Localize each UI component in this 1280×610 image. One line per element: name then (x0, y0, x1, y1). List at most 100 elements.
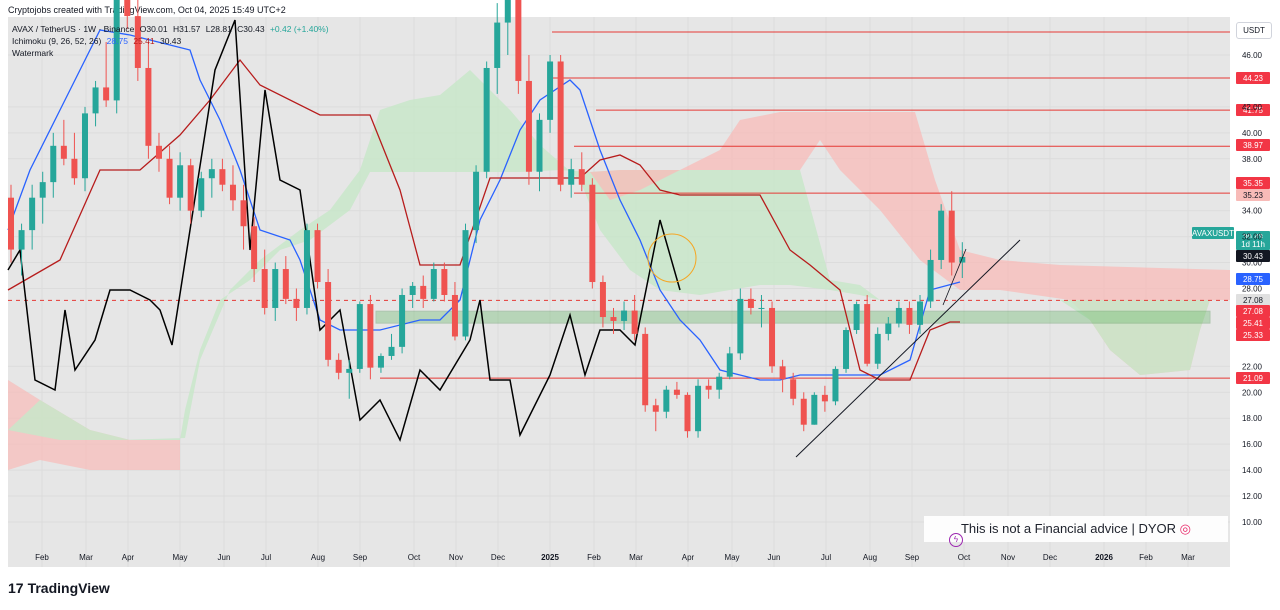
price-label-text: 25.41 (1243, 319, 1264, 328)
candle-body (103, 87, 110, 101)
price-label-bg (1236, 139, 1270, 151)
candle-body (578, 169, 585, 185)
y-tick-label: 20.00 (1242, 388, 1263, 397)
candle-body (917, 301, 924, 325)
cloud-bear-segment (590, 112, 1230, 375)
indicator-name: Ichimoku (9, 26, 52, 26) (12, 36, 102, 46)
x-tick-label: Nov (1001, 553, 1015, 562)
price-label-text: 27.08 (1243, 296, 1264, 305)
x-tick-label: Oct (958, 553, 971, 562)
price-label-bg (1236, 72, 1270, 84)
candle-body (568, 169, 575, 185)
candle-body (261, 269, 268, 308)
candle-body (325, 282, 332, 360)
candle-body (272, 269, 279, 308)
price-label-bg (1236, 372, 1270, 384)
price-label-bg (1236, 273, 1270, 285)
candle-body (124, 0, 131, 17)
price-label: 25.41 (1236, 317, 1270, 329)
candlesticks (8, 0, 966, 438)
x-tick-label: May (724, 553, 739, 562)
candle-body (441, 269, 448, 295)
candle-body (504, 0, 511, 23)
candle-body (790, 379, 797, 399)
candle-body (515, 0, 522, 81)
candle-body (155, 145, 162, 159)
candle-body (303, 230, 310, 308)
y-tick-label: 38.00 (1242, 155, 1263, 164)
price-label-text: AVAXUSDT (1192, 229, 1234, 238)
x-tick-label: Feb (587, 553, 601, 562)
target-icon: ◎ (1179, 521, 1192, 536)
horizontal-levels (8, 31, 1230, 379)
candle-body (356, 304, 363, 369)
y-tick-label: 12.00 (1242, 492, 1263, 501)
disclaimer-text: This is not a Financial advice | DYOR (960, 521, 1177, 536)
symbol-legend[interactable]: AVAX / TetherUS · 1W · Binance O30.01 H3… (12, 24, 332, 34)
candle-body (599, 282, 606, 318)
candle-body (219, 169, 226, 185)
y-tick-label: 42.00 (1242, 103, 1263, 112)
candle-body (92, 87, 99, 114)
y-tick-label: 34.00 (1242, 207, 1263, 216)
candle-body (800, 398, 807, 425)
watermark-legend[interactable]: Watermark (12, 48, 54, 58)
candle-body (293, 298, 300, 308)
x-tick-label: Dec (1043, 553, 1057, 562)
candle-body (747, 298, 754, 308)
y-tick-label: 28.00 (1242, 284, 1263, 293)
candle-body (948, 210, 955, 263)
candle-body (409, 285, 416, 295)
cloud-bull-segment (1060, 300, 1230, 375)
ichimoku-cloud (8, 70, 1230, 470)
lightning-icon[interactable]: ϟ (949, 533, 963, 547)
candle-body (737, 298, 744, 354)
candle-body (843, 330, 850, 369)
support-zone (375, 310, 1211, 324)
candle-body (631, 310, 638, 334)
candle-body (187, 165, 194, 211)
candle-body (547, 61, 554, 120)
price-label-text: 28.75 (1243, 275, 1264, 284)
price-label-bg (1236, 104, 1270, 116)
candle-body (314, 230, 321, 283)
price-axis-unit-button[interactable]: USDT (1236, 22, 1272, 39)
price-label: 38.97 (1236, 139, 1270, 151)
candle-body (642, 333, 649, 406)
candle-body (864, 304, 871, 364)
candle-body (50, 145, 57, 183)
candle-body (811, 394, 818, 425)
price-label-text: 35.23 (1243, 191, 1264, 200)
y-tick-label: 14.00 (1242, 466, 1263, 475)
y-tick-label: 32.00 (1242, 233, 1263, 242)
candle-body (346, 368, 353, 373)
indicator-legend[interactable]: Ichimoku (9, 26, 52, 26) 28.75 25.41 30.… (12, 36, 184, 46)
candle-body (695, 385, 702, 432)
candle-body (652, 405, 659, 412)
candle-body (494, 22, 501, 68)
price-label-text: 30.43 (1243, 252, 1264, 261)
tradingview-brand[interactable]: 17 TradingView (8, 580, 110, 596)
candle-body (367, 304, 374, 368)
price-label-bg (1236, 177, 1270, 189)
candle-body (113, 0, 120, 101)
candle-body (483, 67, 490, 172)
x-tick-label: Mar (1181, 553, 1195, 562)
trendline (795, 239, 1021, 458)
ohlc-low: L28.81 (205, 24, 232, 34)
candle-body (240, 200, 247, 227)
candle-body (589, 184, 596, 283)
candle-body (938, 210, 945, 260)
price-label-bg (1236, 329, 1270, 341)
candle-body (525, 80, 532, 172)
candle-body (134, 16, 141, 68)
candle-body (885, 323, 892, 334)
price-label-bg (1236, 250, 1270, 262)
candle-body (769, 307, 776, 367)
y-tick-label: 40.00 (1242, 129, 1263, 138)
candle-body (29, 197, 36, 231)
x-tick-label: Aug (863, 553, 877, 562)
price-label-text: 38.97 (1243, 141, 1264, 150)
price-label-text: 21.09 (1243, 374, 1264, 383)
